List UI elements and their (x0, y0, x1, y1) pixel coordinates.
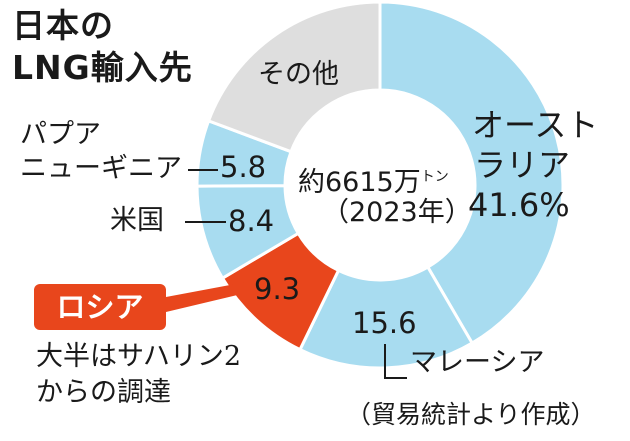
label-other: その他 (258, 59, 339, 90)
slice-other (206, 0, 382, 154)
label-png-line1: パプア (20, 119, 101, 150)
label-png-line2: ニューギニア (20, 153, 182, 184)
value-usa: 8.4 (228, 204, 275, 238)
value-malaysia: 15.6 (352, 306, 417, 340)
chart-title-line2: LNG輸入先 (12, 48, 193, 87)
russia-callout-pointer (166, 282, 250, 312)
russia-note-line1: 大半はサハリン2 (36, 341, 242, 372)
label-australia-value: 41.6% (468, 186, 570, 224)
value-russia: 9.3 (254, 272, 301, 306)
leader-malaysia (384, 344, 407, 379)
chart-title-line1: 日本の (12, 6, 114, 45)
label-usa: 米国 (110, 205, 164, 236)
center-total-unit: トン (420, 169, 449, 185)
label-malaysia: マレーシア (410, 347, 545, 378)
label-australia-line2: ラリア (474, 146, 571, 184)
russia-note-line2: からの調達 (36, 377, 171, 408)
slice-australia (378, 0, 565, 346)
center-total: 約6615万トン (298, 160, 449, 200)
value-png: 5.8 (220, 150, 267, 184)
source-note: （貿易統計より作成） (346, 400, 596, 429)
center-total-value: 約6615万 (298, 167, 421, 198)
label-australia-line1: オースト (472, 106, 599, 144)
russia-badge: ロシア (34, 284, 166, 330)
center-year: （2023年） (322, 197, 472, 228)
